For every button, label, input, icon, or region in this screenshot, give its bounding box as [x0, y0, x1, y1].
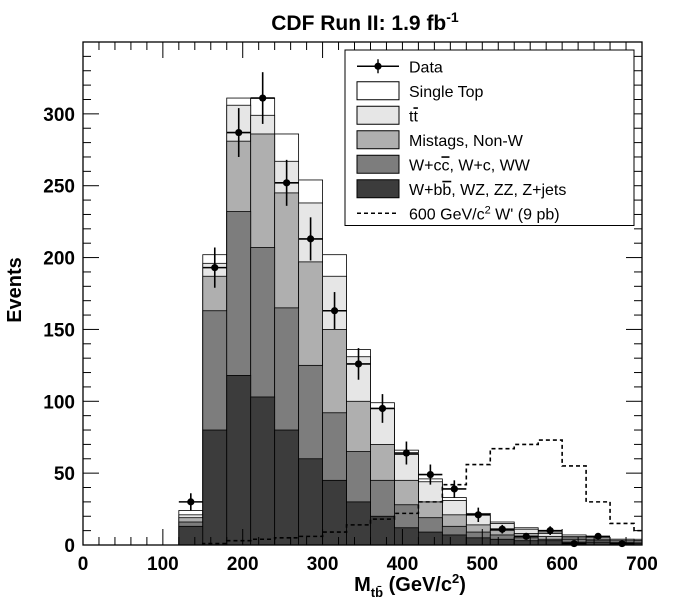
y-axis: 0 50 100 150 200 250 300 — [43, 55, 642, 557]
legend-entry: W+bb, WZ, ZZ, Z+jets — [356, 179, 566, 199]
y-tick-label: 50 — [54, 464, 75, 485]
legend-label: Single Top — [409, 84, 484, 101]
bar — [274, 429, 300, 546]
x-tick-label: 100 — [147, 554, 179, 575]
bar — [441, 534, 467, 546]
data-point — [442, 480, 467, 498]
bar — [322, 479, 347, 546]
legend-swatch — [356, 179, 400, 199]
y-axis-label: Events — [4, 257, 26, 323]
legend-swatch — [356, 154, 400, 174]
bar — [465, 537, 491, 546]
legend-entry: Single Top — [356, 81, 484, 101]
legend-label: 600 GeV/c2 W' (9 pb) — [409, 204, 560, 223]
x-tick-label: 0 — [78, 554, 89, 575]
legend-label: tt — [409, 108, 418, 125]
legend-swatch — [356, 105, 400, 125]
bar — [298, 458, 323, 546]
data-point — [226, 108, 251, 157]
data-point — [514, 532, 539, 540]
legend-label: Mistags, Non-W — [409, 133, 524, 150]
x-tick-label: 500 — [466, 554, 498, 575]
bar — [202, 429, 228, 546]
x-tick-label: 400 — [387, 554, 419, 575]
x-tick-label: 200 — [227, 554, 259, 575]
legend-entry: Data — [357, 59, 443, 76]
legend-label: W+cc, W+c, WW — [409, 157, 531, 174]
data-point — [418, 464, 443, 485]
data-point — [298, 217, 323, 261]
legend-label: Data — [409, 59, 443, 76]
legend-entry: 600 GeV/c2 W' (9 pb) — [357, 204, 560, 223]
data-point — [250, 72, 275, 124]
plot-frame — [82, 41, 643, 546]
bar — [346, 501, 371, 546]
bar — [250, 396, 276, 546]
x-tick-label: 600 — [546, 554, 578, 575]
y-tick-label: 250 — [43, 177, 75, 198]
data-point — [322, 292, 347, 330]
data-point — [490, 524, 515, 534]
legend-swatch — [356, 130, 400, 150]
bar — [370, 515, 395, 546]
data-points — [178, 72, 635, 548]
bar — [394, 527, 419, 546]
data-point — [586, 532, 611, 540]
bar — [489, 538, 515, 546]
x-axis-label: Mtb̄ (GeV/c2) — [354, 571, 466, 600]
data-point — [538, 526, 563, 535]
data-point — [346, 348, 371, 380]
chart-title: CDF Run II: 1.9 fb-1 — [271, 9, 459, 35]
y-tick-label: 300 — [43, 105, 75, 126]
y-tick-label: 150 — [43, 320, 75, 341]
data-point — [466, 507, 491, 523]
bar — [226, 375, 252, 546]
data-point — [394, 441, 419, 465]
y-tick-label: 200 — [43, 249, 75, 270]
legend-entry: Mistags, Non-W — [356, 130, 524, 150]
x-tick-label: 700 — [626, 554, 658, 575]
x-tick-label: 300 — [307, 554, 339, 575]
legend-swatch — [356, 81, 400, 101]
data-point — [202, 247, 227, 288]
y-tick-label: 0 — [64, 536, 75, 557]
legend-entry: tt — [356, 105, 418, 125]
legend: Data Single Top tt Mistags, Non-W W+cc, W+c,… — [344, 49, 635, 226]
data-point — [370, 394, 395, 423]
bar — [417, 531, 443, 546]
y-tick-label: 100 — [43, 392, 75, 413]
bar — [178, 525, 204, 546]
data-point — [274, 159, 299, 206]
legend-label: W+bb, WZ, ZZ, Z+jets — [409, 182, 566, 199]
data-point — [178, 493, 203, 511]
legend-entry: W+cc, W+c, WW — [356, 154, 531, 174]
